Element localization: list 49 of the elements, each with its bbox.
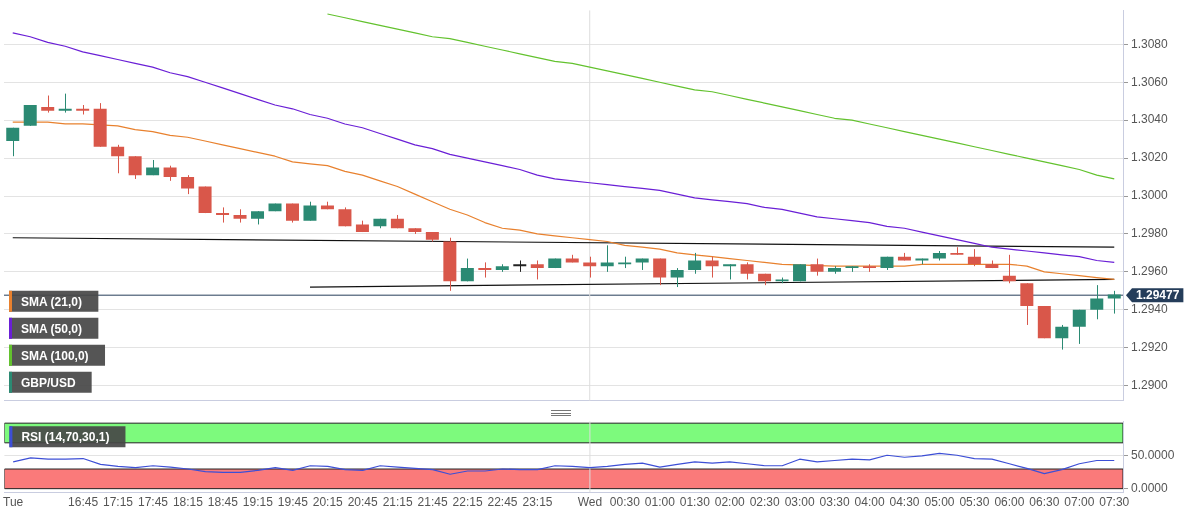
x-tick-label: 21:15 <box>382 495 413 510</box>
x-tick-label: 05:30 <box>959 495 990 510</box>
x-tick-label: 18:45 <box>207 495 239 510</box>
x-tick-label: 07:00 <box>1064 495 1095 510</box>
x-tick-label: 20:45 <box>347 495 379 510</box>
x-tick-label: 07:30 <box>1099 495 1130 510</box>
x-tick-label: 22:15 <box>452 495 483 510</box>
x-tick-label: 20:15 <box>312 495 344 510</box>
x-tick-label: 22:45 <box>487 495 518 510</box>
legend-label: RSI (14,70,30,1) <box>21 430 110 445</box>
y-tick-label: 1.2940 <box>1131 302 1169 317</box>
y-tick-label: 0.0000 <box>1131 480 1169 495</box>
x-tick-label: 03:30 <box>819 495 850 510</box>
x-tick-label: 02:30 <box>749 495 781 510</box>
x-tick-label: 04:30 <box>889 495 920 510</box>
x-tick-label: 19:15 <box>242 495 274 510</box>
y-tick-label: 1.2980 <box>1131 226 1169 241</box>
x-tick-label: 17:45 <box>137 495 169 510</box>
y-tick-label: 1.3000 <box>1131 188 1169 203</box>
x-tick-label: 02:00 <box>714 495 746 510</box>
ref-line-label: 1.29477 <box>1136 288 1180 303</box>
y-tick-label: 1.3020 <box>1131 150 1169 165</box>
x-tick-label: 16:45 <box>68 495 99 510</box>
y-tick-label: 1.2960 <box>1131 264 1169 279</box>
x-tick-label: 01:30 <box>679 495 711 510</box>
x-tick-label: 06:00 <box>994 495 1025 510</box>
x-tick-label: 06:30 <box>1029 495 1060 510</box>
x-tick-label: 05:00 <box>924 495 955 510</box>
y-tick-label: 1.3060 <box>1131 74 1169 89</box>
x-tick-label: 04:00 <box>854 495 885 510</box>
legend-label: SMA (100,0) <box>21 348 89 363</box>
y-tick-label: 1.3040 <box>1131 112 1169 127</box>
x-tick-label: 18:15 <box>172 495 204 510</box>
legend-label: SMA (21,0) <box>21 294 82 309</box>
y-tick-label: 1.2920 <box>1131 340 1169 355</box>
legend-label: SMA (50,0) <box>21 321 82 336</box>
y-tick-label: 1.3080 <box>1131 36 1169 51</box>
x-tick-label: 01:00 <box>644 495 676 510</box>
x-tick-label: 19:45 <box>277 495 309 510</box>
x-tick-label: 17:15 <box>103 495 134 510</box>
x-tick-label: 23:15 <box>522 495 553 510</box>
x-tick-label: Tue <box>3 495 24 510</box>
legend-label: GBP/USD <box>21 375 77 390</box>
x-tick-label: 03:00 <box>784 495 815 510</box>
y-tick-label: 50.0000 <box>1131 448 1175 463</box>
x-tick-label: Wed <box>577 495 603 510</box>
x-tick-label: 00:30 <box>609 495 641 510</box>
y-tick-label: 1.2900 <box>1131 377 1169 392</box>
x-tick-label: 21:45 <box>417 495 448 510</box>
